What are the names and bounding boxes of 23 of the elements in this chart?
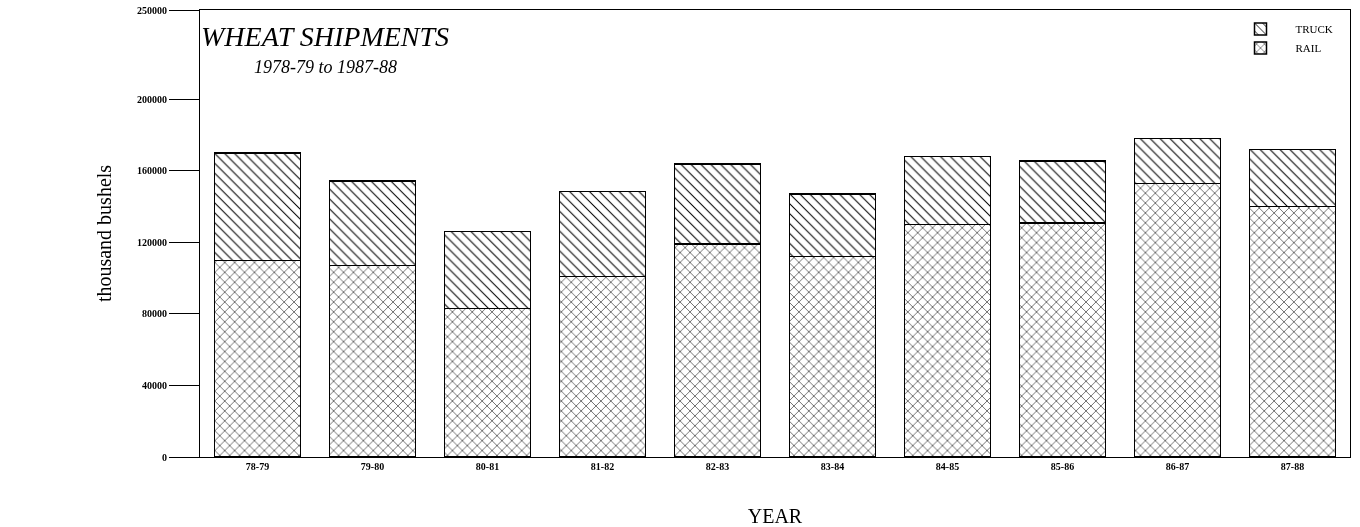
y-tick-label: 40000 bbox=[142, 379, 167, 391]
text: TRUCK bbox=[1295, 23, 1333, 36]
x-tick-label: 78-79 bbox=[245, 461, 270, 472]
x-tick-label: 81-82 bbox=[590, 461, 615, 472]
y-tick-label: 200000 bbox=[137, 93, 167, 105]
text: 1978-79 to 1987-88 bbox=[254, 57, 397, 77]
y-tick-label: 80000 bbox=[142, 308, 167, 320]
x-tick-label: 84-85 bbox=[935, 461, 960, 472]
y-tick-label: 160000 bbox=[137, 165, 167, 177]
y-tick-label: 250000 bbox=[137, 4, 167, 16]
x-axis-title: YEAR bbox=[747, 505, 803, 527]
y-tick-label: 0 bbox=[162, 451, 167, 463]
x-tick-label: 82-83 bbox=[705, 461, 730, 472]
y-tick-label: 120000 bbox=[137, 236, 167, 248]
chart-title: WHEAT SHIPMENTS bbox=[200, 20, 450, 52]
x-tick-label: 83-84 bbox=[820, 461, 845, 472]
x-tick-label: 79-80 bbox=[360, 461, 385, 472]
x-tick-label: 80-81 bbox=[475, 461, 500, 472]
y-axis-title: thousand bushels bbox=[92, 164, 115, 303]
text: RAIL bbox=[1295, 42, 1322, 55]
x-tick-label: 87-88 bbox=[1280, 461, 1305, 472]
x-tick-label: 86-87 bbox=[1165, 461, 1190, 472]
x-tick-label: 85-86 bbox=[1050, 461, 1075, 472]
